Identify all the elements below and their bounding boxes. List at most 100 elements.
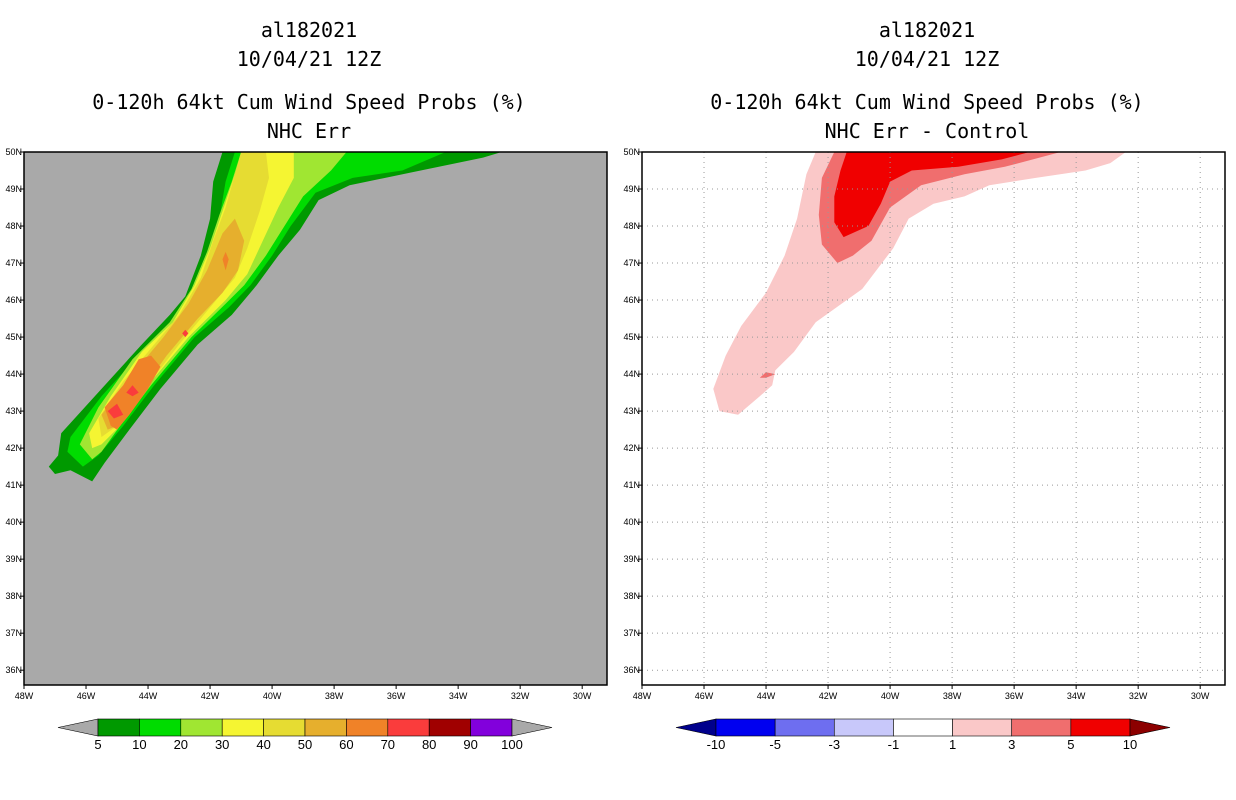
colorbar-label: -1 (888, 737, 900, 752)
colorbar-swatch (139, 718, 182, 737)
y-tick-label: 36N (623, 665, 640, 675)
contour-1-region (713, 152, 1126, 415)
right-title-date: 10/04/21 12Z (855, 47, 1000, 71)
y-tick-label: 40N (623, 517, 640, 527)
colorbar-swatch (470, 718, 513, 737)
left-panel-titles: al182021 10/04/21 12Z 0-120h 64kt Cum Wi… (92, 18, 525, 143)
colorbar-label: 10 (1123, 737, 1137, 752)
plot-frame (641, 151, 1226, 686)
contour-layer (642, 152, 1225, 685)
contour-70-region (107, 403, 124, 419)
left-title-date: 10/04/21 12Z (237, 47, 382, 71)
x-tick-label: 30W (1191, 691, 1210, 701)
colorbar-label: 1 (949, 737, 956, 752)
x-tick-label: 38W (325, 691, 344, 701)
y-tick-label: 40N (5, 517, 22, 527)
y-tick-label: 37N (623, 628, 640, 638)
right-title-subtitle: NHC Err - Control (825, 119, 1030, 143)
y-tick-label: 41N (623, 480, 640, 490)
x-tick-label: 40W (263, 691, 282, 701)
x-tick-label: 42W (201, 691, 220, 701)
contour-layer (48, 152, 502, 482)
x-tick-label: 44W (139, 691, 158, 701)
x-tick-label: 46W (695, 691, 714, 701)
contour-70-region (182, 329, 189, 338)
colorbar-label: -3 (829, 737, 841, 752)
colorbar-label: -5 (769, 737, 781, 752)
x-tick-label: 34W (1067, 691, 1086, 701)
x-tick-label: 48W (633, 691, 652, 701)
colorbar-label: 5 (94, 737, 101, 752)
y-tick-label: 42N (623, 443, 640, 453)
x-tick-label: 34W (449, 691, 468, 701)
colorbar-swatch (715, 718, 776, 737)
colorbar-label: 60 (339, 737, 353, 752)
left-map-plot: 48W 46W 44W 42W 40W 38W 36W 34W 32W 30W 36N 37N 38N 3… (5, 147, 608, 701)
right-title-product: 0-120h 64kt Cum Wind Speed Probs (%) (710, 90, 1143, 114)
colorbar-swatch (346, 718, 389, 737)
colorbar-low-extension (57, 718, 99, 737)
y-tick-label: 41N (5, 480, 22, 490)
colorbar-high-extension (1129, 718, 1171, 737)
colorbar-swatch (221, 718, 264, 737)
y-tick-label: 39N (623, 554, 640, 564)
y-tick-label: 43N (5, 406, 22, 416)
x-tick-label: 36W (387, 691, 406, 701)
x-tick-label: 38W (943, 691, 962, 701)
contour-70-region (126, 385, 139, 397)
colorbar-swatch (1070, 718, 1131, 737)
colorbar-swatch (97, 718, 140, 737)
y-tick-label: 46N (623, 295, 640, 305)
colorbar-swatch (387, 718, 430, 737)
y-tick-label: 44N (623, 369, 640, 379)
colorbar-label: 90 (463, 737, 477, 752)
y-tick-label: 43N (623, 406, 640, 416)
colorbar-swatch (952, 718, 1013, 737)
y-tick-label: 46N (5, 295, 22, 305)
x-tick-label: 42W (819, 691, 838, 701)
y-tick-label: 50N (623, 147, 640, 157)
colorbar-swatch (180, 718, 223, 737)
x-tick-label: 48W (15, 691, 34, 701)
colorbar-label: 50 (298, 737, 312, 752)
colorbar-label: 70 (381, 737, 395, 752)
y-tick-label: 47N (623, 258, 640, 268)
y-tick-label: 39N (5, 554, 22, 564)
colorbar-label: 10 (132, 737, 146, 752)
colorbar-label: 20 (174, 737, 188, 752)
x-tick-label: 30W (573, 691, 592, 701)
y-tick-label: 50N (5, 147, 22, 157)
colorbar-label: -10 (707, 737, 726, 752)
x-tick-label: 32W (1129, 691, 1148, 701)
colorbar-swatch (428, 718, 471, 737)
colorbar-swatch (1011, 718, 1072, 737)
y-tick-label: 48N (623, 221, 640, 231)
colorbar-swatch (304, 718, 347, 737)
colorbar-swatch (263, 718, 306, 737)
right-panel-titles: al182021 10/04/21 12Z 0-120h 64kt Cum Wi… (710, 18, 1143, 143)
y-tick-label: 45N (5, 332, 22, 342)
y-tick-label: 36N (5, 665, 22, 675)
y-tick-label: 49N (5, 184, 22, 194)
y-tick-label: 49N (623, 184, 640, 194)
colorbar-high-extension (511, 718, 553, 737)
colorbar-swatch (893, 718, 953, 737)
contour-70-region (222, 251, 229, 271)
left-title-product: 0-120h 64kt Cum Wind Speed Probs (%) (92, 90, 525, 114)
y-tick-label: 48N (5, 221, 22, 231)
y-tick-label: 45N (623, 332, 640, 342)
y-tick-label: 42N (5, 443, 22, 453)
colorbar-label: 100 (501, 737, 523, 752)
y-tick-label: 44N (5, 369, 22, 379)
left-title-storm-id: al182021 (261, 18, 357, 42)
left-colorbar: 5 10 20 30 40 50 60 70 80 90 100 (57, 718, 553, 752)
colorbar-label: 80 (422, 737, 436, 752)
colorbar-label: 5 (1067, 737, 1074, 752)
plot-background (642, 152, 1225, 685)
right-title-storm-id: al182021 (879, 18, 975, 42)
x-tick-label: 46W (77, 691, 96, 701)
y-tick-label: 47N (5, 258, 22, 268)
x-tick-label: 40W (881, 691, 900, 701)
x-tick-label: 36W (1005, 691, 1024, 701)
